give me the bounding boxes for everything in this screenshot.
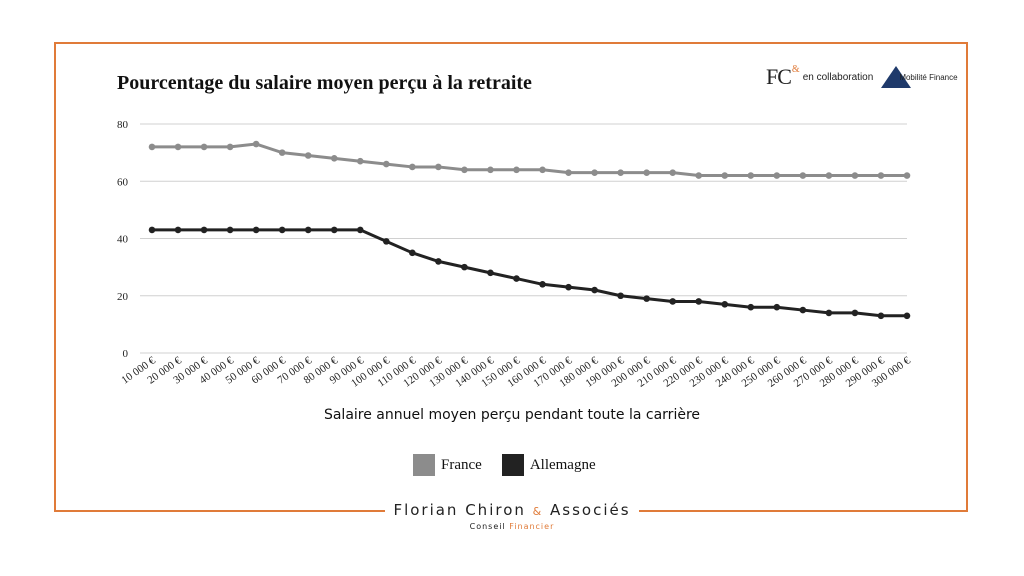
- data-point-allemagne: [877, 312, 885, 320]
- data-point-france: [513, 166, 520, 174]
- fc-logo: FC&: [766, 64, 800, 89]
- data-point-france: [565, 169, 572, 176]
- data-point-france: [435, 163, 442, 171]
- y-tick-label: 20: [117, 291, 129, 303]
- data-point-allemagne: [721, 301, 729, 308]
- data-point-france: [174, 143, 182, 151]
- collaboration-text: en collaboration: [802, 71, 874, 83]
- data-point-allemagne: [643, 295, 650, 302]
- data-point-allemagne: [539, 281, 546, 288]
- data-point-france: [461, 166, 468, 174]
- data-point-allemagne: [278, 226, 286, 234]
- data-point-france: [747, 172, 755, 179]
- data-point-allemagne: [226, 226, 234, 234]
- data-point-allemagne: [174, 226, 182, 234]
- mobilite-finance-text: Mobilité Finance: [899, 72, 958, 82]
- legend-label-france: France: [441, 456, 482, 473]
- data-point-allemagne: [747, 303, 755, 311]
- data-point-france: [356, 157, 364, 165]
- data-point-allemagne: [304, 226, 312, 234]
- footer: Florian Chiron & Associés Conseil Financ…: [0, 500, 1024, 531]
- data-point-allemagne: [330, 226, 338, 234]
- data-point-france: [200, 143, 208, 151]
- data-point-allemagne: [565, 283, 572, 291]
- y-tick-label: 0: [123, 348, 129, 360]
- data-point-france: [278, 149, 286, 156]
- data-point-france: [799, 172, 807, 179]
- data-point-france: [409, 163, 416, 171]
- data-point-france: [304, 152, 312, 159]
- data-point-france: [487, 166, 494, 174]
- data-point-france: [252, 140, 260, 148]
- data-point-france: [148, 143, 156, 151]
- data-point-allemagne: [383, 238, 390, 245]
- footer-brand: Florian Chiron & Associés: [385, 501, 639, 519]
- data-point-allemagne: [409, 249, 416, 257]
- data-point-allemagne: [461, 263, 468, 271]
- data-point-allemagne: [513, 275, 520, 282]
- data-point-allemagne: [617, 292, 624, 300]
- data-point-france: [851, 172, 859, 179]
- data-point-allemagne: [825, 309, 833, 317]
- legend: France Allemagne: [413, 454, 616, 476]
- data-point-france: [773, 172, 781, 179]
- footer-tagline: Conseil Financier: [469, 522, 555, 531]
- data-point-allemagne: [851, 309, 859, 317]
- data-point-france: [643, 169, 650, 176]
- data-point-france: [383, 160, 390, 168]
- data-point-france: [591, 169, 598, 176]
- data-point-france: [903, 172, 911, 179]
- mobilite-finance-icon: [881, 66, 912, 88]
- data-point-france: [877, 172, 885, 179]
- fc-logo-amp: &: [791, 64, 800, 75]
- series-line-allemagne: [152, 228, 907, 318]
- data-point-france: [695, 172, 703, 179]
- x-axis-label: Salaire annuel moyen perçu pendant toute…: [323, 407, 701, 423]
- mobilite-finance-logo: Mobilité Finance: [879, 64, 958, 90]
- data-point-france: [330, 155, 338, 162]
- y-tick-label: 40: [117, 234, 129, 246]
- legend-label-allemagne: Allemagne: [529, 456, 596, 473]
- chart-title: Pourcentage du salaire moyen perçu à la …: [117, 72, 532, 94]
- brand-logos: FC& en collaboration Mobilité Finance: [766, 62, 958, 92]
- data-point-france: [539, 166, 546, 174]
- data-point-france: [825, 172, 833, 179]
- series-line-france: [152, 142, 907, 178]
- data-point-allemagne: [669, 298, 676, 305]
- data-point-allemagne: [200, 226, 208, 234]
- data-point-allemagne: [487, 269, 494, 277]
- data-point-allemagne: [252, 226, 260, 234]
- data-point-allemagne: [148, 226, 156, 234]
- y-tick-label: 60: [117, 176, 129, 188]
- legend-item-allemagne: Allemagne: [501, 454, 596, 476]
- y-tick-label: 80: [117, 119, 129, 131]
- legend-item-france: France: [413, 454, 482, 476]
- legend-swatch-france: [413, 454, 435, 476]
- data-point-france: [617, 169, 624, 176]
- data-point-allemagne: [695, 298, 703, 305]
- data-point-france: [721, 172, 729, 179]
- data-point-allemagne: [356, 226, 364, 234]
- data-point-allemagne: [903, 312, 911, 320]
- data-point-france: [669, 169, 676, 176]
- data-point-allemagne: [799, 306, 807, 314]
- data-point-allemagne: [591, 286, 598, 294]
- legend-swatch-allemagne: [501, 454, 524, 476]
- data-point-france: [226, 143, 234, 151]
- data-point-allemagne: [435, 258, 442, 265]
- data-point-allemagne: [773, 303, 781, 311]
